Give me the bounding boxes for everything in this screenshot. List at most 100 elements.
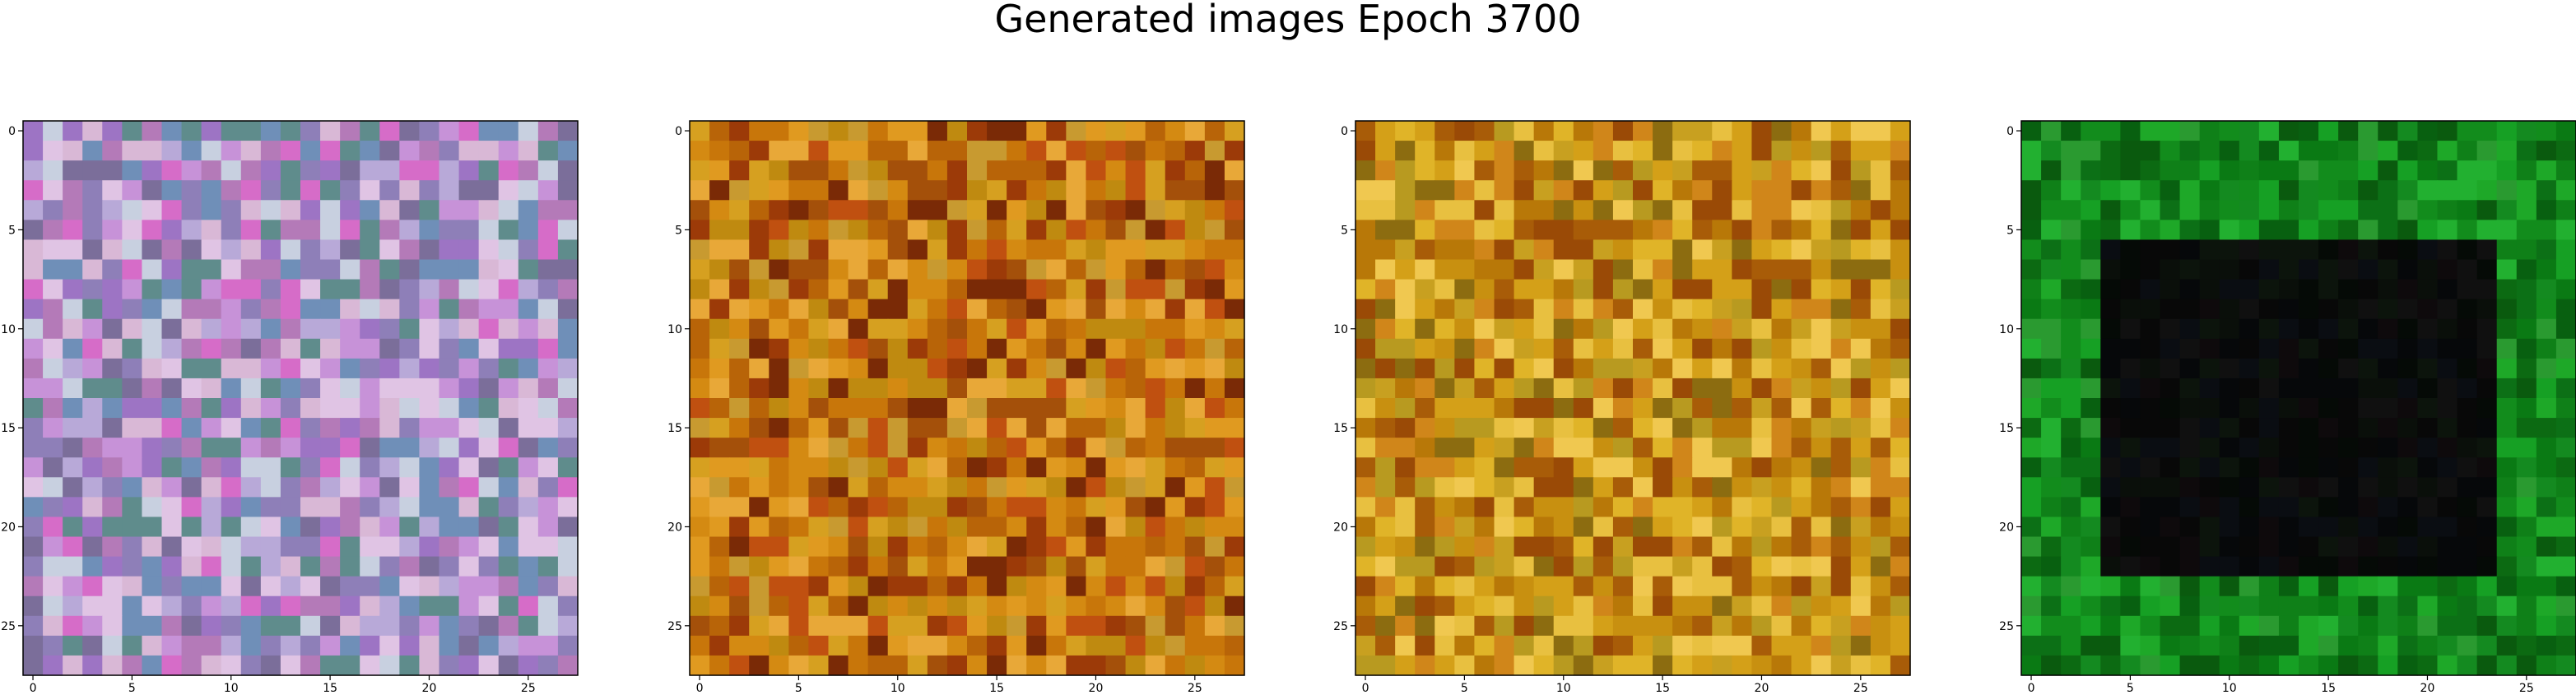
pixel-cell	[142, 160, 163, 181]
pixel-cell	[1692, 457, 1713, 478]
pixel-cell	[2358, 318, 2378, 340]
pixel-cell	[439, 299, 460, 320]
pixel-cell	[2397, 576, 2419, 597]
pixel-cell	[439, 438, 460, 458]
pixel-cell	[1375, 239, 1396, 261]
pixel-cell	[1395, 141, 1416, 161]
pixel-cell	[828, 121, 849, 141]
pixel-cell	[2417, 299, 2439, 320]
pixel-cell	[2140, 556, 2161, 577]
pixel-cell	[828, 418, 849, 438]
pixel-cell	[1533, 338, 1555, 359]
pixel-cell	[1415, 536, 1435, 558]
pixel-cell	[1395, 398, 1416, 419]
pixel-cell	[1830, 497, 1852, 518]
pixel-cell	[808, 200, 830, 220]
pixel-cell	[2120, 556, 2141, 577]
pixel-cell	[2397, 398, 2419, 419]
pixel-cell	[2516, 338, 2537, 359]
pixel-cell	[2061, 635, 2081, 656]
pixel-cell	[557, 477, 579, 498]
pixel-cell	[2199, 279, 2220, 300]
pixel-cell	[320, 497, 341, 518]
figure-title: Generated images Epoch 3700	[994, 0, 1582, 41]
pixel-cell	[2457, 279, 2478, 300]
pixel-cell	[142, 576, 163, 597]
pixel-cell	[1026, 200, 1047, 220]
pixel-cell	[142, 457, 163, 478]
pixel-cell	[2496, 556, 2518, 577]
pixel-cell	[808, 259, 830, 280]
pixel-cell	[1850, 180, 1872, 201]
pixel-cell	[808, 180, 830, 201]
pixel-cell	[1086, 517, 1107, 538]
pixel-cell	[709, 517, 730, 538]
pixel-cell	[142, 536, 163, 558]
pixel-cell	[1454, 576, 1476, 597]
pixel-cell	[2278, 536, 2299, 558]
pixel-cell	[1890, 536, 1911, 558]
y-tick-label: 5	[675, 224, 682, 237]
pixel-cell	[221, 378, 242, 399]
x-tick-label: 25	[2519, 682, 2534, 695]
pixel-cell	[1434, 160, 1455, 181]
pixel-cell	[300, 615, 321, 637]
pixel-cell	[161, 655, 183, 676]
pixel-cell	[122, 477, 143, 498]
pixel-cell	[2417, 259, 2439, 280]
pixel-cell	[320, 121, 341, 141]
pixel-cell	[1533, 517, 1555, 538]
pixel-cell	[808, 536, 830, 558]
pixel-cell	[1732, 595, 1753, 617]
pixel-cell	[1494, 655, 1515, 676]
pixel-cell	[2160, 180, 2181, 201]
pixel-cell	[967, 358, 988, 379]
pixel-cell	[1125, 141, 1146, 161]
pixel-cell	[887, 160, 909, 181]
pixel-cell	[1870, 635, 1891, 656]
pixel-cell	[419, 536, 440, 558]
pixel-cell	[690, 576, 710, 597]
pixel-cell	[161, 615, 183, 637]
pixel-cell	[1811, 338, 1832, 359]
pixel-cell	[260, 259, 281, 280]
pixel-cell	[1165, 457, 1186, 478]
pixel-cell	[927, 418, 948, 438]
pixel-cell	[1771, 318, 1793, 340]
pixel-cell	[478, 299, 500, 320]
pixel-cell	[828, 556, 849, 577]
pixel-cell	[1066, 378, 1087, 399]
pixel-cell	[808, 160, 830, 181]
pixel-cell	[240, 477, 262, 498]
pixel-cell	[1474, 438, 1495, 458]
pixel-cell	[2378, 655, 2398, 676]
pixel-cell	[2476, 457, 2498, 478]
pixel-cell	[2239, 220, 2260, 241]
pixel-cell	[2140, 655, 2161, 676]
pixel-cell	[1454, 220, 1476, 241]
pixel-cell	[1046, 160, 1067, 181]
pixel-cell	[2496, 655, 2518, 676]
pixel-cell	[1165, 141, 1186, 161]
pixel-cell	[1830, 299, 1852, 320]
pixel-cell	[887, 418, 909, 438]
pixel-cell	[1870, 595, 1891, 617]
pixel-cell	[2378, 635, 2398, 656]
pixel-cell	[1204, 220, 1225, 241]
pixel-cell	[2160, 576, 2181, 597]
pixel-cell	[2120, 536, 2141, 558]
pixel-cell	[280, 418, 301, 438]
pixel-cell	[2258, 220, 2280, 241]
pixel-cell	[2397, 615, 2419, 637]
pixel-cell	[1791, 279, 1812, 300]
pixel-cell	[2199, 200, 2220, 220]
pixel-cell	[1375, 615, 1396, 637]
pixel-cell	[2179, 279, 2201, 300]
pixel-cell	[2239, 477, 2260, 498]
pixel-cell	[1165, 318, 1186, 340]
pixel-cell	[1434, 536, 1455, 558]
pixel-cell	[2496, 239, 2518, 261]
pixel-cell	[122, 318, 143, 340]
pixel-cell	[181, 655, 202, 676]
pixel-cell	[946, 299, 968, 320]
